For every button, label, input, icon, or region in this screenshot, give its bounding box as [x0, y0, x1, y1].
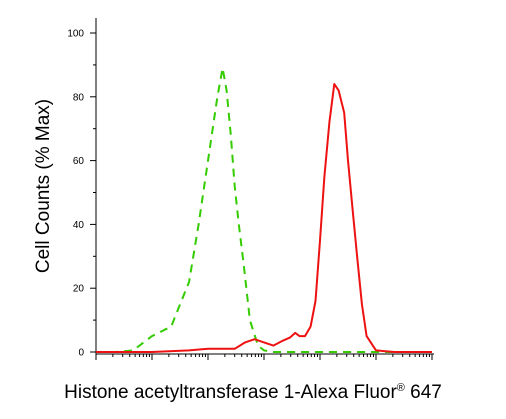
y-tick-label: 60: [73, 156, 85, 167]
x-axis-title-suffix: 647: [405, 382, 442, 403]
y-tick-label: 0: [78, 348, 84, 359]
y-tick-label: 100: [67, 29, 84, 40]
series-layer: [96, 67, 432, 353]
x-axis-title-registered-mark: ®: [397, 382, 405, 394]
x-ticks: [95, 354, 433, 360]
x-axis-title: Histone acetyltransferase 1-Alexa Fluor®…: [64, 382, 442, 403]
plot-frame: [95, 18, 434, 355]
y-tick-label: 40: [73, 220, 85, 231]
y-tick-label: 80: [73, 92, 85, 103]
y-axis-title: Cell Counts (% Max): [33, 99, 54, 273]
y-tick-label: 20: [73, 284, 85, 295]
x-axis-title-main: Histone acetyltransferase 1-Alexa Fluor: [64, 382, 397, 403]
y-ticks: 0 20 40 60 80 100: [67, 29, 96, 359]
series-line-2: [96, 83, 432, 353]
series-line-1: [96, 67, 432, 353]
